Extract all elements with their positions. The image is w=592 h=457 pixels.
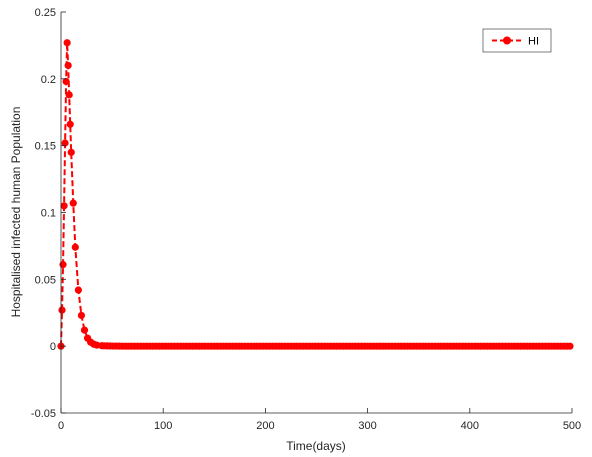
y-axis-label: Hospitalised infected human Population: [9, 107, 23, 318]
data-point: [71, 243, 79, 251]
x-axis-label: Time(days): [286, 439, 346, 453]
data-point: [67, 148, 75, 156]
y-tick-label: -0.05: [31, 408, 56, 420]
x-tick-label: 400: [461, 420, 479, 432]
data-point: [74, 286, 82, 294]
legend: HI: [482, 28, 552, 53]
x-tick-label: 100: [154, 420, 172, 432]
y-tick-label: 0.15: [35, 141, 56, 153]
x-tick-label: 300: [358, 420, 376, 432]
legend-marker-swatch: [503, 36, 511, 45]
y-tick-label: 0.25: [35, 7, 56, 19]
y-tick-label: 0.2: [41, 74, 56, 86]
data-point: [58, 306, 66, 314]
y-tick-label: 0.1: [41, 208, 56, 220]
data-point: [65, 91, 73, 99]
data-point: [66, 120, 74, 128]
x-tick-label: 200: [256, 420, 274, 432]
data-point: [64, 61, 72, 70]
data-point: [60, 202, 68, 210]
x-tick-label: 0: [58, 420, 64, 432]
x-tick-label: 500: [563, 420, 581, 432]
data-point: [61, 139, 69, 147]
data-point: [566, 342, 574, 350]
data-point: [63, 39, 71, 47]
series-line-hi: [60, 42, 572, 348]
y-tick-label: 0: [50, 341, 56, 353]
data-point: [77, 311, 86, 320]
data-point: [59, 261, 67, 269]
data-point: [69, 199, 77, 207]
plot-area: [57, 39, 574, 350]
data-point: [62, 77, 70, 86]
y-tick-label: 0.05: [35, 274, 56, 286]
data-point: [80, 326, 89, 334]
legend-entry-hi: HI: [528, 36, 539, 48]
